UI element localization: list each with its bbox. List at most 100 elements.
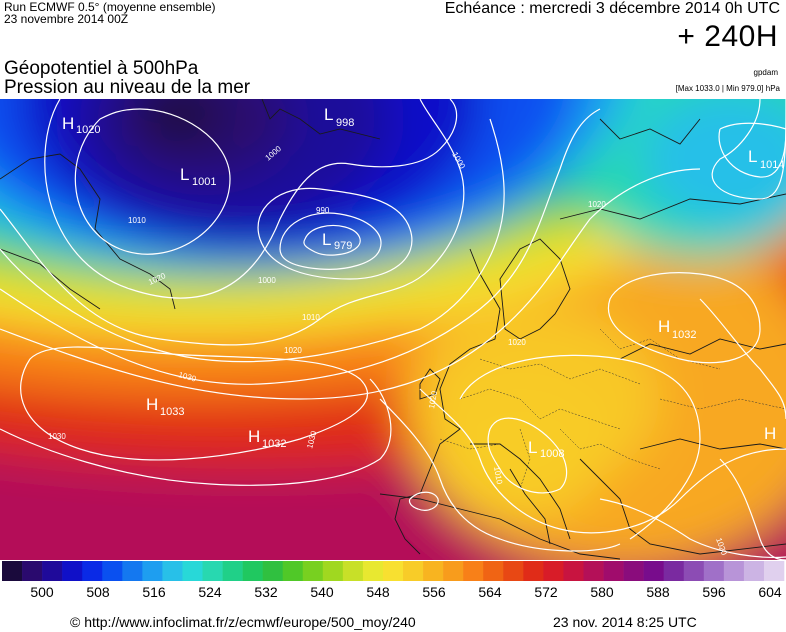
color-scale-swatch [302,561,324,581]
svg-text:L: L [322,230,331,249]
max-min-readout: [Max 1033.0 | Min 979.0] hPa [675,84,780,93]
lead-time: + 240H [677,20,778,53]
pressure-center: L 1008 [528,438,564,460]
svg-text:H: H [764,424,776,443]
pressure-center: H 1032 [658,317,696,341]
color-scale-swatch [503,561,524,581]
color-scale-swatch [563,561,584,581]
svg-text:979: 979 [334,240,352,252]
svg-text:H: H [146,395,158,414]
isobar-label: 1010 [128,216,146,225]
color-scale-swatch [403,561,424,581]
isobar-label: 1020 [427,390,439,410]
color-scale-swatch [242,561,263,581]
svg-text:1008: 1008 [540,448,564,460]
isobar-label: 990 [316,206,330,215]
svg-text:L: L [324,105,333,124]
color-scale-swatch [663,561,685,581]
color-scale-swatch [723,561,745,581]
color-scale-swatch [623,561,644,581]
svg-text:H: H [248,427,260,446]
color-scale-swatch [523,561,544,581]
map-title-geopotential: Géopotentiel à 500hPa [4,58,199,79]
svg-text:1032: 1032 [672,329,696,341]
svg-text:L: L [748,147,757,166]
color-scale-tick: 604 [758,584,782,600]
color-scale-tick: 564 [478,584,502,600]
color-scale-tick: 516 [142,584,166,600]
color-scale-tick: 548 [366,584,390,600]
isobar-label: 1020 [284,346,302,355]
pressure-center: L 998 [324,105,354,129]
valid-time: Echéance : mercredi 3 décembre 2014 0h U… [444,0,780,17]
svg-text:1020: 1020 [76,124,100,136]
color-scale-swatch [122,561,143,581]
color-scale-swatch [262,561,284,581]
color-scale-swatch [202,561,223,581]
color-scale-tick: 580 [590,584,614,600]
pressure-center: H 1032 [248,427,286,450]
color-scale-bar [2,561,785,581]
isobar-label: 1020 [508,338,526,347]
isobar-label: 1020 [588,200,606,209]
color-scale-swatch [42,561,63,581]
color-scale-swatch [743,561,765,581]
coastlines [0,99,786,560]
unit-label: gpdam [753,68,778,77]
color-scale-swatch [22,561,43,581]
pressure-center: H 1020 [62,114,100,136]
color-scale-swatch [82,561,103,581]
color-scale-swatch [282,561,304,581]
color-scale-swatch [102,561,123,581]
isobars [0,99,786,560]
color-scale-swatch [142,561,163,581]
color-scale-tick: 540 [310,584,334,600]
color-scale-swatch [423,561,444,581]
weather-map: 1000 1000 990 1010 1000 1010 1020 1020 1… [0,99,786,560]
svg-text:1032: 1032 [262,438,286,450]
color-scale-swatch [483,561,504,581]
pressure-center: L 979 [322,230,352,252]
pressure-center: H 1033 [146,395,184,418]
generation-timestamp: 23 nov. 2014 8:25 UTC [553,614,697,630]
svg-text:H: H [658,317,670,336]
color-scale-swatch [382,561,404,581]
pressure-center: H [764,424,776,443]
isobar-label: 1010 [302,313,320,322]
run-date: 23 novembre 2014 00Z [4,12,129,26]
color-scale-tick: 508 [86,584,110,600]
isobar-label: 1010 [492,466,504,486]
color-scale-swatch [643,561,664,581]
color-scale-swatch [763,561,785,581]
color-scale-swatch [703,561,725,581]
country-borders [439,328,786,490]
color-scale-swatch [162,561,183,581]
svg-text:L: L [180,165,189,184]
isobar-label: 1000 [258,276,276,285]
svg-text:L: L [528,438,537,457]
color-scale-swatch [2,561,23,581]
color-scale-swatch [463,561,484,581]
svg-text:1033: 1033 [160,406,184,418]
color-scale-tick: 588 [646,584,670,600]
color-scale-swatch [543,561,564,581]
color-scale-swatch [443,561,464,581]
source-url: © http://www.infoclimat.fr/z/ecmwf/europ… [70,614,416,630]
color-scale-labels: 500 508 516 524 532 540 548 556 564 572 580 588 596 6… [0,582,786,602]
color-scale-swatch [62,561,83,581]
color-scale-swatch [342,561,364,581]
map-title-pressure: Pression au niveau de la mer [4,77,251,98]
color-scale-swatch [182,561,203,581]
color-scale-tick: 532 [254,584,278,600]
svg-text:1014: 1014 [760,159,784,171]
svg-text:998: 998 [336,117,354,129]
pressure-center: L 1014 [748,147,784,171]
color-scale-swatch [603,561,624,581]
color-scale-swatch [362,561,384,581]
color-scale-tick: 556 [422,584,446,600]
svg-text:H: H [62,114,74,133]
color-scale-tick: 500 [30,584,54,600]
svg-text:1001: 1001 [192,176,216,188]
color-scale-tick: 524 [198,584,222,600]
color-scale-swatch [222,561,243,581]
